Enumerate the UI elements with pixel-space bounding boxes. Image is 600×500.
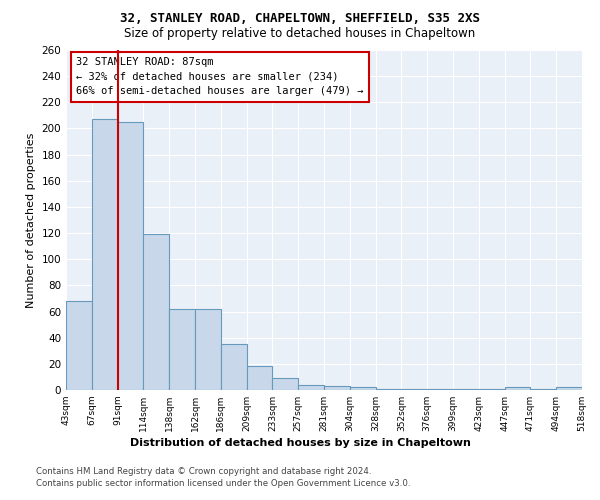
Bar [324, 386, 350, 390]
Bar [298, 385, 324, 390]
Bar [401, 388, 427, 390]
Bar [195, 309, 221, 390]
Bar [350, 388, 376, 390]
Text: Contains HM Land Registry data © Crown copyright and database right 2024.: Contains HM Land Registry data © Crown c… [36, 468, 371, 476]
Bar [66, 301, 92, 390]
Y-axis label: Number of detached properties: Number of detached properties [26, 132, 36, 308]
Bar [143, 234, 169, 390]
Bar [556, 388, 582, 390]
Bar [221, 344, 247, 390]
Bar [169, 309, 195, 390]
Bar [247, 366, 272, 390]
Text: 32, STANLEY ROAD, CHAPELTOWN, SHEFFIELD, S35 2XS: 32, STANLEY ROAD, CHAPELTOWN, SHEFFIELD,… [120, 12, 480, 26]
Bar [530, 388, 556, 390]
Bar [505, 388, 530, 390]
Text: 32 STANLEY ROAD: 87sqm
← 32% of detached houses are smaller (234)
66% of semi-de: 32 STANLEY ROAD: 87sqm ← 32% of detached… [76, 57, 364, 96]
Bar [272, 378, 298, 390]
Bar [479, 388, 505, 390]
Text: Size of property relative to detached houses in Chapeltown: Size of property relative to detached ho… [124, 28, 476, 40]
Bar [453, 388, 479, 390]
Text: Distribution of detached houses by size in Chapeltown: Distribution of detached houses by size … [130, 438, 470, 448]
Bar [118, 122, 143, 390]
Bar [427, 388, 453, 390]
Bar [376, 388, 401, 390]
Text: Contains public sector information licensed under the Open Government Licence v3: Contains public sector information licen… [36, 479, 410, 488]
Bar [92, 120, 118, 390]
